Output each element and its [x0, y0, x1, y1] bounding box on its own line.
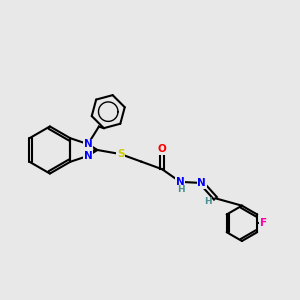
Text: S: S	[117, 149, 124, 159]
Text: N: N	[84, 139, 92, 149]
Text: O: O	[158, 144, 167, 154]
Text: F: F	[260, 218, 267, 228]
Text: H: H	[177, 185, 184, 194]
Text: N: N	[84, 151, 92, 161]
Text: N: N	[197, 178, 206, 188]
Text: N: N	[176, 177, 184, 187]
Text: H: H	[205, 197, 212, 206]
